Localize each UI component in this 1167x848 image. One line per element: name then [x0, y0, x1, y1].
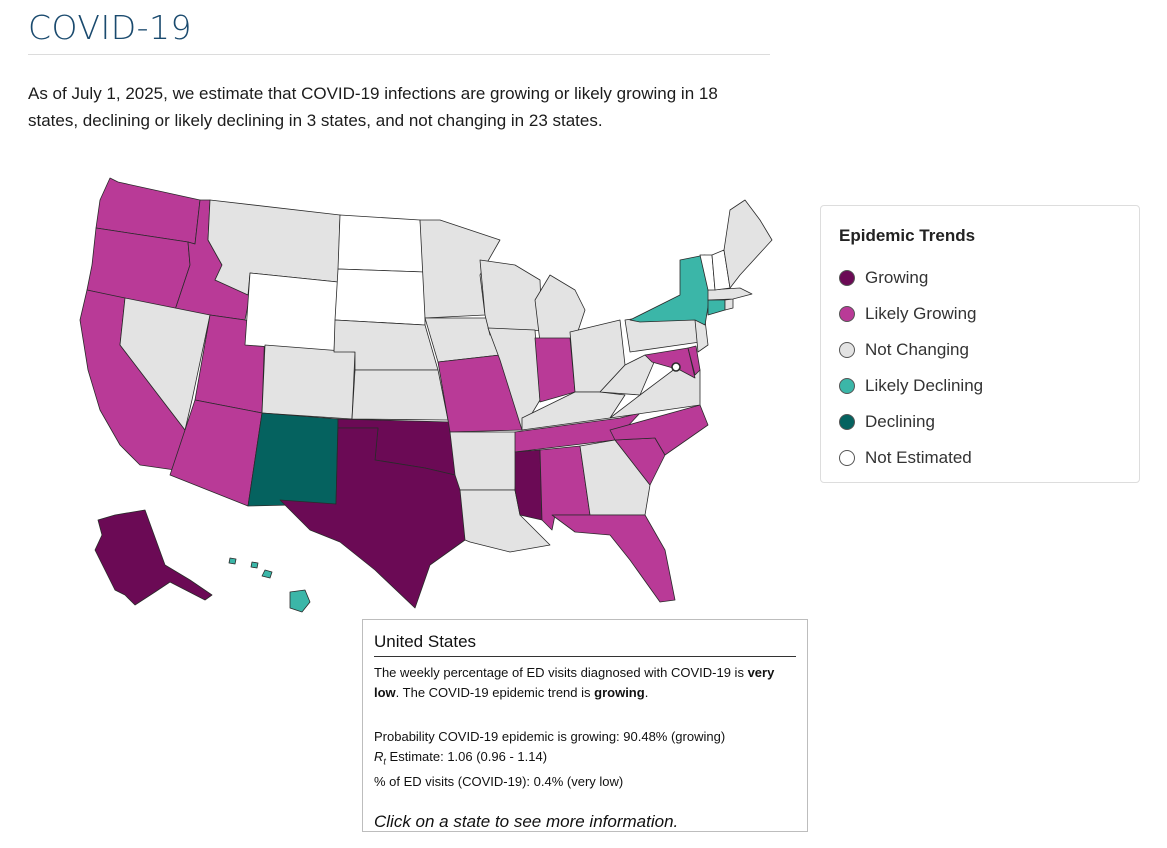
state-KY[interactable]: Kentucky [521, 391, 626, 431]
trend-summary: As of July 1, 2025, we estimate that COV… [28, 84, 718, 130]
state-ME[interactable]: Maine [723, 199, 773, 289]
info-line-mid: . The COVID-19 epidemic trend is [395, 685, 591, 700]
info-line-start: The weekly percentage of ED visits diagn… [374, 665, 744, 680]
state-DE[interactable]: Delaware [687, 345, 701, 376]
info-rt-estimate: Rt Estimate: 1.06 (0.96 - 1.14) [374, 747, 796, 772]
state-WY[interactable]: Wyoming [244, 272, 339, 353]
info-level: very low [374, 665, 775, 700]
state-FL[interactable]: Florida [551, 514, 676, 603]
legend-label: Likely Declining [865, 376, 984, 395]
info-stats: Probability COVID-19 epidemic is growing… [374, 727, 796, 792]
legend-label: Growing [865, 268, 929, 287]
rt-subscript: t [383, 756, 386, 767]
legend-label: Not Changing [865, 340, 969, 359]
state-AK[interactable]: Alaska [94, 509, 213, 606]
info-prompt: Click on a state to see more information… [374, 811, 679, 831]
state-MD[interactable]: Maryland [644, 347, 696, 379]
legend-swatch-growing [839, 270, 855, 286]
info-line-end: . [644, 685, 649, 700]
legend-swatch-not-changing [839, 342, 855, 358]
info-trend: growing [594, 685, 645, 700]
info-probability: Probability COVID-19 epidemic is growing… [374, 729, 726, 744]
info-panel: United States The weekly percentage of E… [362, 619, 808, 832]
legend-item-not-changing[interactable]: Not Changing [839, 332, 1121, 368]
legend-item-likely-growing[interactable]: Likely Growing [839, 296, 1121, 332]
state-KS[interactable]: Kansas [351, 369, 449, 421]
state-TX[interactable]: Texas [279, 427, 466, 609]
state-SD[interactable]: South Dakota [334, 268, 426, 326]
info-ed-visits: % of ED visits (COVID-19): 0.4% (very lo… [374, 773, 624, 789]
legend-item-growing[interactable]: Growing [839, 260, 1121, 296]
info-title: United States [374, 632, 796, 657]
legend-label: Likely Growing [865, 304, 977, 323]
state-NJ[interactable]: New Jersey [694, 319, 709, 353]
state-NV[interactable]: Nevada [119, 297, 211, 431]
rt-symbol: R [374, 749, 384, 764]
us-state-map: Washington Oregon California Idaho Nevad… [79, 177, 773, 613]
legend-item-declining[interactable]: Declining [839, 404, 1121, 440]
state-NY[interactable]: New York [629, 254, 711, 326]
state-WI[interactable]: Wisconsin [479, 259, 543, 336]
legend-item-not-estimated[interactable]: Not Estimated [839, 440, 1121, 476]
legend-swatch-likely-declining [839, 378, 855, 394]
legend-label: Not Estimated [865, 448, 972, 467]
rt-value: Estimate: 1.06 (0.96 - 1.14) [385, 749, 548, 764]
state-AZ[interactable]: Arizona [169, 399, 263, 507]
legend-swatch-likely-growing [839, 306, 855, 322]
state-AR[interactable]: Arkansas [449, 431, 521, 491]
state-MS[interactable]: Mississippi [514, 449, 543, 521]
state-CO[interactable]: Colorado [261, 344, 356, 420]
state-NM[interactable]: New Mexico [247, 412, 339, 507]
legend-title: Epidemic Trends [839, 226, 976, 245]
legend-label: Declining [865, 412, 935, 431]
info-description: The weekly percentage of ED visits diagn… [374, 663, 796, 703]
legend-swatch-not-estimated [839, 450, 855, 466]
state-ND[interactable]: North Dakota [337, 214, 426, 273]
page-title: COVID-19 [28, 8, 193, 47]
legend-panel: Epidemic Trends Growing Likely Growing N… [820, 205, 1140, 483]
legend-swatch-declining [839, 414, 855, 430]
state-GA[interactable]: Georgia [579, 439, 651, 516]
legend-item-likely-declining[interactable]: Likely Declining [839, 368, 1121, 404]
state-RI[interactable]: Rhode Island [724, 298, 734, 311]
state-IN[interactable]: Indiana [534, 337, 576, 403]
state-CT[interactable]: Connecticut [707, 299, 726, 316]
state-MA[interactable]: Massachusetts [707, 287, 753, 301]
state-DC[interactable]: District of Columbia [671, 362, 681, 372]
title-divider [28, 54, 770, 55]
state-HI[interactable]: Hawaii [228, 557, 311, 613]
